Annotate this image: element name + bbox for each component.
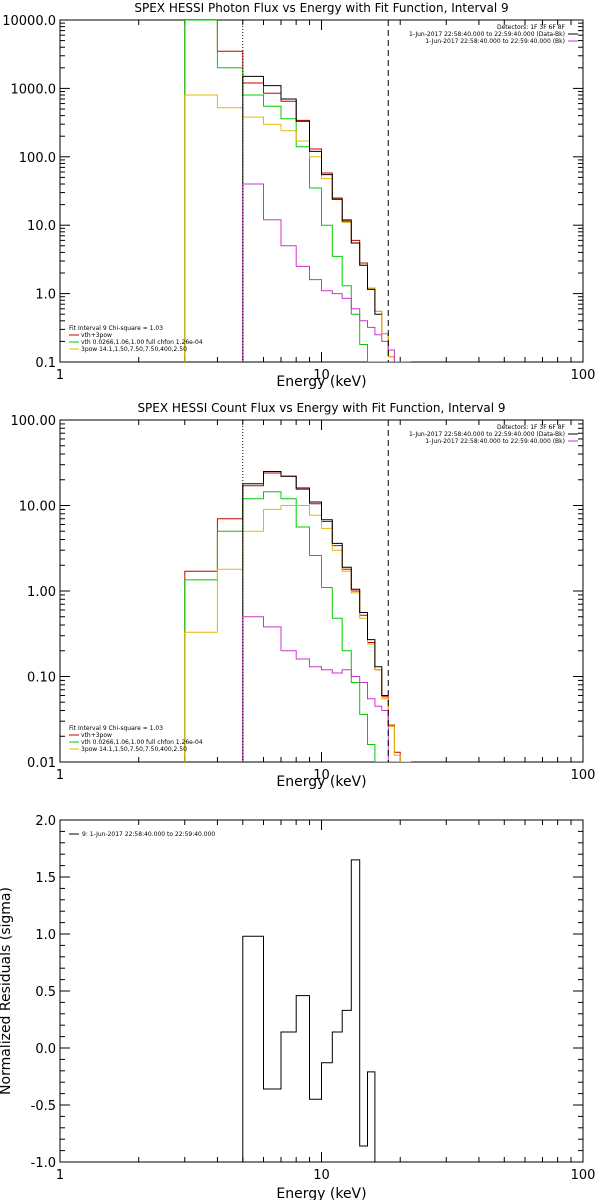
- legend-entry: Fit Interval 9 Chi-square = 1.03: [69, 725, 163, 732]
- y-tick-label: -1.0: [31, 1156, 56, 1171]
- series-line-1: [184, 472, 411, 762]
- series-line-3: [184, 94, 411, 362]
- x-tick-label: 100: [571, 368, 596, 383]
- legend-entry: vth+3pow: [81, 332, 112, 339]
- legend-entry: vth 0.0266,1.06,1.00 full chfon 1.26e-04: [81, 339, 203, 346]
- legend-entry: vth+3pow: [81, 732, 112, 739]
- series-line-2: [184, 20, 411, 362]
- y-tick-label: 1.0: [35, 928, 56, 943]
- y-tick-label: 1.5: [35, 871, 56, 886]
- y-tick-label: 0.0: [35, 1042, 56, 1057]
- y-axis-label: Normalized Residuals (sigma): [0, 887, 14, 1095]
- legend-entry: 9: 1-Jun-2017 22:58:40.000 to 22:59:40.0…: [82, 831, 215, 838]
- y-tick-label: 0.1: [35, 356, 56, 371]
- series-line-5: [242, 183, 411, 362]
- legend-entry: 1-Jun-2017 22:58:40.000 to 22:59:40.000 …: [409, 31, 565, 38]
- series-line-2: [184, 491, 411, 762]
- series-line-1: [184, 20, 411, 362]
- x-tick-label: 10: [313, 368, 330, 383]
- y-tick-label: 10000.0: [2, 14, 56, 29]
- chart-panel-2: SPEX HESSI Count Flux vs Energy with Fit…: [11, 401, 596, 790]
- x-tick-label: 1: [56, 368, 64, 383]
- chart-panel-1: SPEX HESSI Photon Flux vs Energy with Fi…: [2, 1, 595, 390]
- series-line-4: [242, 75, 382, 362]
- chart-panel-3: 1 10 100 -1.0 -0.5 0.0 0.5 1.0 1.5 2.0 Energy (keV…: [0, 814, 595, 1200]
- chart-title: SPEX HESSI Photon Flux vs Energy with Fi…: [134, 1, 508, 15]
- y-tick-label: 1.00: [27, 585, 56, 600]
- x-axis-label: Energy (keV): [276, 374, 366, 390]
- series-line-4: [242, 471, 389, 762]
- plot-frame: [59, 819, 584, 1163]
- y-tick-label: 1000.0: [11, 82, 57, 97]
- y-tick-label: 10.0: [27, 219, 56, 234]
- y-tick-label: 1.0: [35, 288, 56, 303]
- chart-title: SPEX HESSI Count Flux vs Energy with Fit…: [137, 401, 505, 415]
- series-line-3: [184, 505, 411, 762]
- legend-entry: 1-Jun-2017 22:58:40.000 to 22:59:40.000 …: [425, 38, 565, 45]
- y-tick-label: 0.10: [27, 671, 56, 686]
- y-tick-label: 0.01: [27, 756, 56, 771]
- legend-entry: Detectors: 1F 3F 6F 8F: [497, 424, 566, 431]
- series-line-1: [242, 859, 389, 1162]
- x-tick-label: 10: [313, 1168, 330, 1183]
- y-tick-label: -0.5: [31, 1099, 56, 1114]
- y-tick-label: 10.00: [19, 500, 56, 515]
- x-tick-label: 100: [571, 1168, 596, 1183]
- legend-entry: 1-Jun-2017 22:58:40.000 to 22:59:40.000 …: [425, 438, 565, 445]
- y-tick-label: 2.0: [35, 814, 56, 829]
- x-tick-label: 10: [313, 768, 330, 783]
- x-tick-label: 1: [56, 768, 64, 783]
- x-tick-label: 1: [56, 1168, 64, 1183]
- legend-entry: Detectors: 1F 3F 6F 8F: [497, 24, 566, 31]
- x-axis-label: Energy (keV): [276, 774, 366, 790]
- legend-entry: 3pow 14.1,1.50,7.50,7.50,400,2.50: [81, 346, 187, 353]
- x-axis-label: Energy (keV): [276, 1186, 366, 1200]
- legend-entry: Fit Interval 9 Chi-square = 1.03: [69, 325, 163, 332]
- legend-entry: vth 0.0266,1.06,1.00 full chfon 1.26e-04: [81, 739, 203, 746]
- y-tick-label: 0.5: [35, 985, 56, 1000]
- series-line-5: [242, 616, 395, 762]
- legend-entry: 3pow 14.1,1.50,7.50,7.50,400,2.50: [81, 746, 187, 753]
- plot-frame: [59, 419, 584, 763]
- y-tick-label: 100.00: [11, 414, 57, 429]
- y-tick-label: 100.0: [19, 151, 56, 166]
- x-tick-label: 100: [571, 768, 596, 783]
- legend-entry: 1-Jun-2017 22:58:40.000 to 22:59:40.000 …: [409, 431, 565, 438]
